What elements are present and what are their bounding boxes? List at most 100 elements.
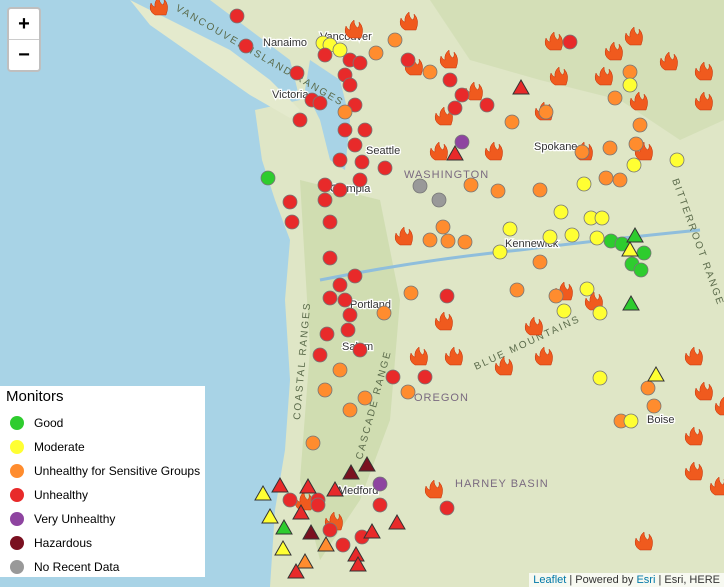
fire-icon [434,311,453,331]
fire-icon [534,346,553,366]
monitor-triangle [261,507,279,524]
monitor [282,492,298,508]
legend-label: Unhealthy [34,488,89,502]
monitor [372,497,388,513]
fire-icon [424,479,443,499]
monitor [504,114,520,130]
monitor [403,285,419,301]
monitor-triangle [512,78,530,95]
monitor [332,362,348,378]
fire-icon [484,141,503,161]
monitor-triangle [292,503,310,520]
fire-icon [294,491,313,511]
fire-icon [394,226,413,246]
monitor [332,277,348,293]
fire-icon [629,91,648,111]
monitor [492,244,508,260]
monitor [322,214,338,230]
fire-icon [409,346,428,366]
monitor [439,288,455,304]
forest [430,0,724,140]
monitor-triangle [326,480,344,497]
monitor [598,170,614,186]
monitor-triangle [302,523,320,540]
monitor [322,522,338,538]
city-label: Seattle [366,145,400,157]
monitor [332,182,348,198]
monitor [352,342,368,358]
monitor [387,32,403,48]
island [130,0,300,118]
zoom-out[interactable]: − [18,44,30,66]
monitor [282,194,298,210]
monitor [592,305,608,321]
monitor [633,262,649,278]
monitor [238,38,254,54]
monitor [322,250,338,266]
monitor [502,221,518,237]
attribution: Leaflet | Powered by Esri | Esri, HERE [529,573,724,587]
legend-swatch [10,560,24,574]
legend-swatch [10,488,24,502]
monitor [622,77,638,93]
state-label: WASHINGTON [404,169,489,181]
monitor-triangle [342,463,360,480]
legend-swatch [10,536,24,550]
markers [149,0,724,579]
monitor [260,170,276,186]
fire-icon [694,91,713,111]
monitor-triangle [347,545,365,562]
monitor [440,233,456,249]
monitor-triangle [363,522,381,539]
monitor [542,229,558,245]
monitor [372,476,388,492]
range-label: BITTERROOT RANGE [669,177,724,307]
monitor [628,136,644,152]
link[interactable]: Leaflet [533,574,567,586]
monitor [576,176,592,192]
fire-icon [444,346,463,366]
monitor [357,390,373,406]
monitor-triangle [622,294,640,311]
monitor [548,288,564,304]
link[interactable]: Esri [636,574,656,586]
monitor [310,497,326,513]
legend-label: Good [34,416,64,430]
monitor-triangle [388,513,406,530]
monitor [632,117,648,133]
monitor-triangle [349,555,367,572]
forest [300,180,400,560]
monitor [337,122,353,138]
monitor [422,232,438,248]
monitor-triangle [271,476,289,493]
monitor [579,281,595,297]
monitor [454,134,470,150]
fire-icon [594,66,613,86]
monitor [607,90,623,106]
monitor [368,45,384,61]
fire-icon [714,396,724,416]
range-label: BLUE MOUNTAINS [473,314,583,373]
monitor [337,104,353,120]
monitor [594,210,610,226]
fire-icon [344,19,363,39]
text: | Powered by [566,574,637,586]
monitor-triangle [621,240,639,257]
fire-icon [429,141,448,161]
monitor [347,137,363,153]
monitor [556,303,572,319]
monitor [454,87,470,103]
monitor [400,384,416,400]
monitor [431,192,447,208]
city-label: Boise [647,414,675,426]
monitor [447,100,463,116]
legend-item: No Recent Data [0,555,205,579]
monitor [509,282,525,298]
monitor [400,52,416,68]
monitor [622,64,638,80]
monitor [479,97,495,113]
zoom-in[interactable]: + [9,9,39,40]
monitor [312,95,328,111]
fire-icon [439,49,458,69]
